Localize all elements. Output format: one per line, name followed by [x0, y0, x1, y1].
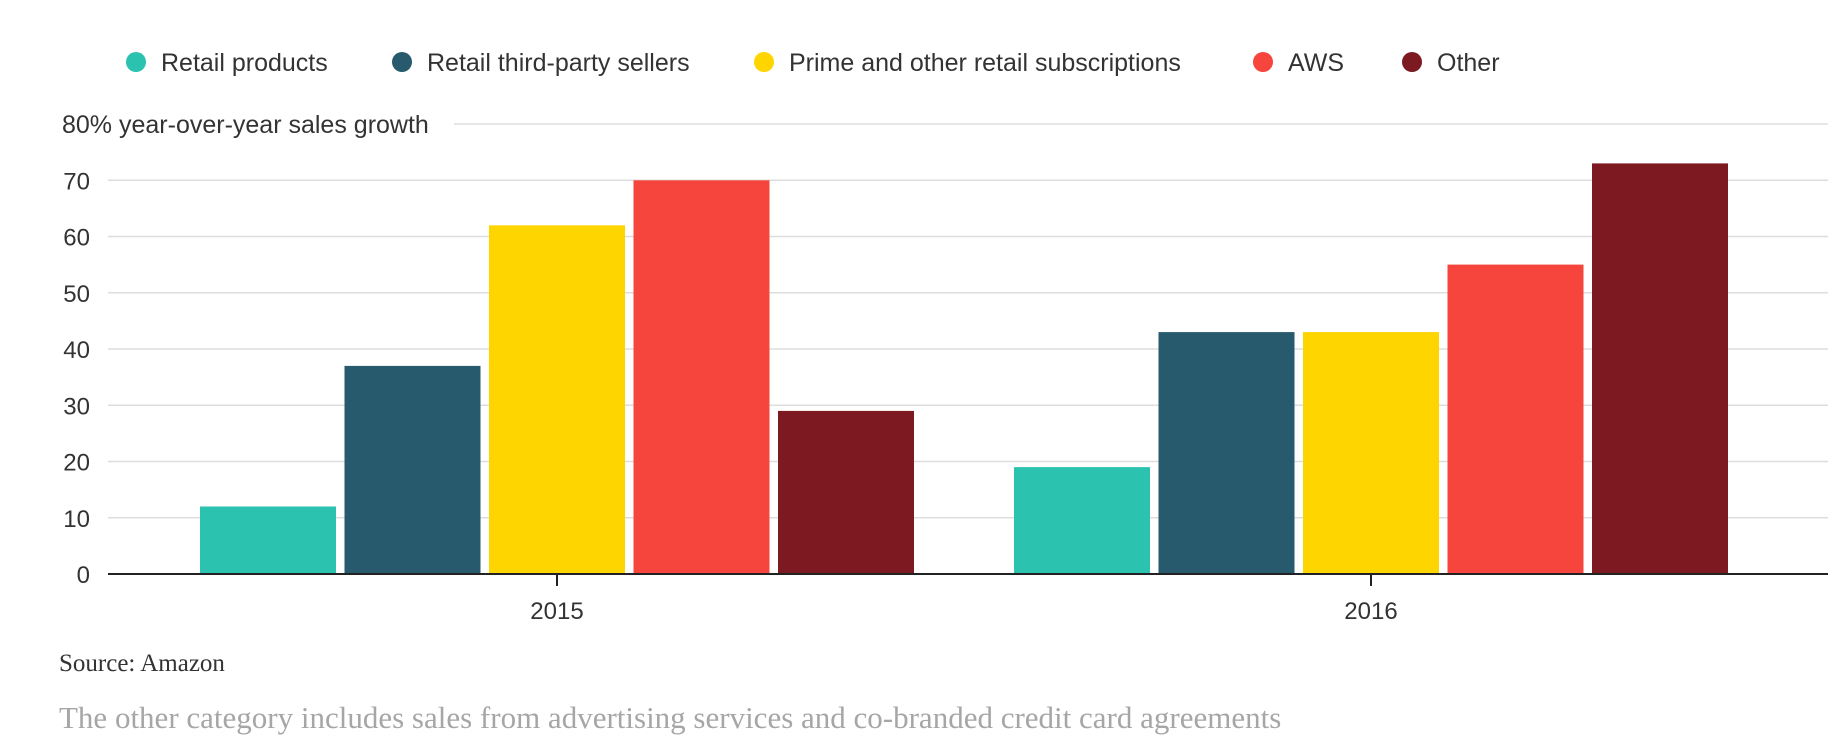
chart-legend: Retail products Retail third-party seller…: [126, 49, 1500, 77]
legend-item-3: Prime and other retail subscriptions: [754, 49, 1181, 77]
legend-label: AWS: [1288, 49, 1344, 77]
legend-item-2: Retail third-party sellers: [392, 49, 690, 77]
legend-item-1: Retail products: [126, 49, 328, 77]
x-tick-label: 2015: [530, 598, 583, 625]
legend-swatch: [1402, 52, 1422, 72]
bars-group: [200, 163, 1728, 575]
legend-swatch: [126, 52, 146, 72]
bar-2016-5: [1592, 163, 1728, 574]
y-tick-label: 10: [63, 506, 90, 533]
bar-2016-4: [1447, 264, 1584, 574]
source-note: Source: Amazon: [59, 650, 225, 677]
bar-2016-1: [1014, 467, 1150, 574]
x-tick-label: 2016: [1344, 598, 1397, 625]
legend-label: Prime and other retail subscriptions: [789, 49, 1181, 77]
x-axis: 2015 2016: [108, 573, 1828, 625]
y-tick-label: 50: [63, 281, 90, 308]
bar-2016-3: [1303, 332, 1439, 574]
y-tick-label: 60: [63, 225, 90, 252]
y-tick-label: 70: [63, 168, 90, 195]
bar-2015-3: [489, 225, 625, 575]
bar-2015-4: [633, 180, 770, 575]
legend-item-4: AWS: [1253, 49, 1344, 77]
legend-label: Other: [1437, 49, 1500, 77]
bar-2015-2: [344, 365, 481, 574]
legend-item-5: Other: [1402, 49, 1500, 77]
legend-swatch: [1253, 52, 1273, 72]
footnote: The other category includes sales from a…: [59, 700, 1282, 735]
bar-2016-2: [1158, 332, 1295, 574]
y-tick-label: 30: [63, 393, 90, 420]
y-tick-label: 20: [63, 450, 90, 477]
legend-swatch: [392, 52, 412, 72]
y-tick-label: 40: [63, 337, 90, 364]
legend-swatch: [754, 52, 774, 72]
legend-label: Retail third-party sellers: [427, 49, 690, 77]
y-tick-label: 0: [77, 562, 90, 589]
legend-label: Retail products: [161, 49, 328, 77]
y-axis-ticks: 80% year-over-year sales growth 0 10 20 30 40…: [62, 111, 429, 589]
bar-2015-1: [200, 506, 336, 574]
y-axis-title: 80% year-over-year sales growth: [62, 111, 429, 139]
bar-2015-5: [778, 410, 914, 574]
